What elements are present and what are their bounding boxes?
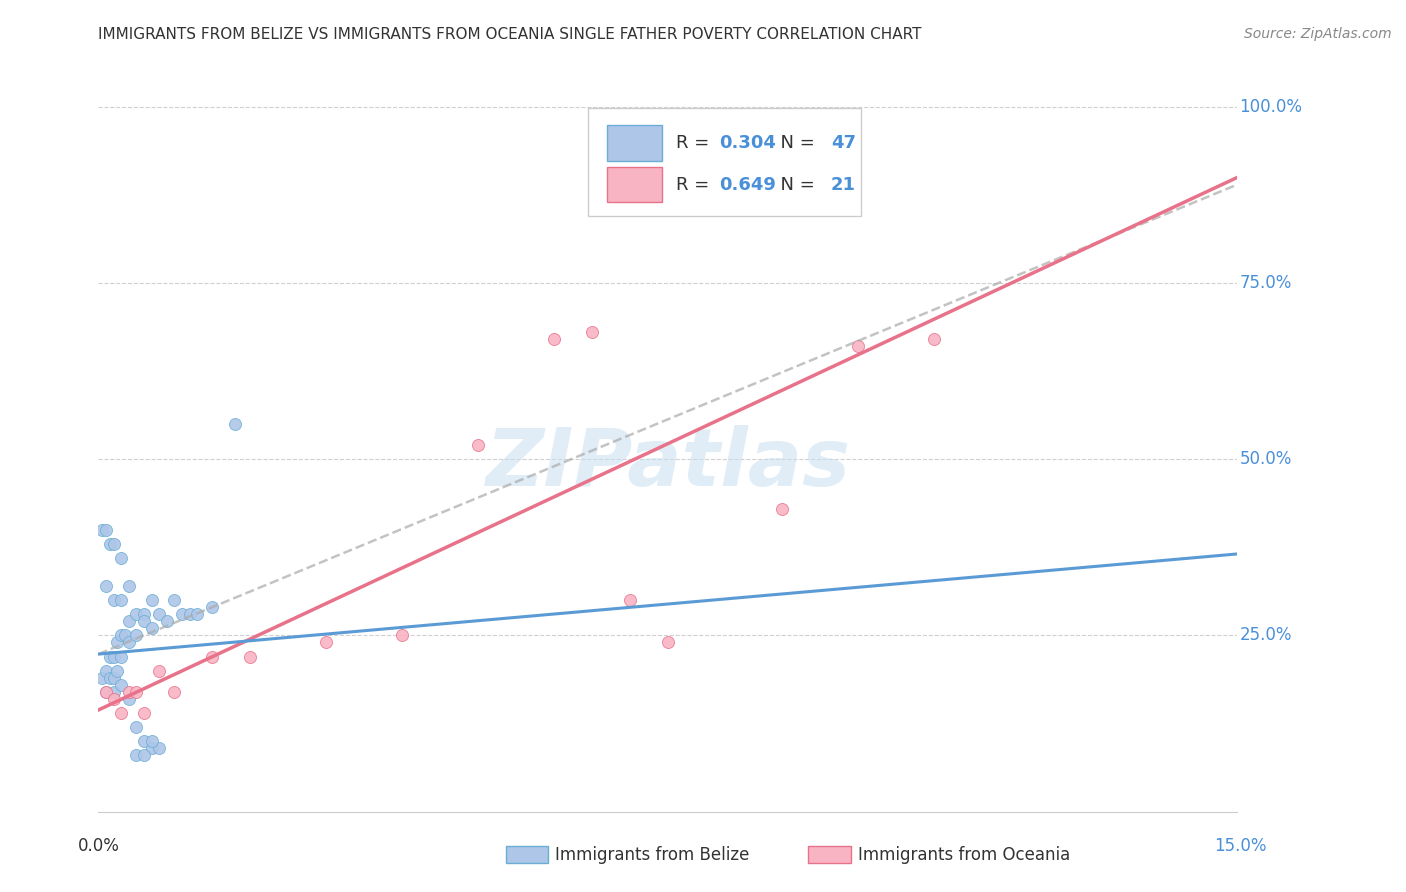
Point xyxy=(94,523,117,537)
Point xyxy=(132,734,155,748)
Text: ZIPatlas: ZIPatlas xyxy=(485,425,851,503)
Point xyxy=(94,685,117,699)
Point xyxy=(170,607,193,622)
Text: 15.0%: 15.0% xyxy=(1213,837,1267,855)
Text: Source: ZipAtlas.com: Source: ZipAtlas.com xyxy=(1244,27,1392,41)
Text: R =: R = xyxy=(676,134,714,153)
Text: 25.0%: 25.0% xyxy=(1240,626,1292,644)
Point xyxy=(132,607,155,622)
Point xyxy=(110,550,132,565)
Point xyxy=(98,649,121,664)
Point xyxy=(94,664,117,678)
Point xyxy=(103,537,125,551)
FancyBboxPatch shape xyxy=(588,109,862,216)
Point xyxy=(103,692,125,706)
Point xyxy=(141,734,163,748)
Point xyxy=(103,593,125,607)
Point xyxy=(922,332,945,346)
Point xyxy=(201,649,224,664)
Point xyxy=(103,671,125,685)
Text: Immigrants from Belize: Immigrants from Belize xyxy=(555,846,749,863)
Point xyxy=(110,593,132,607)
Text: N =: N = xyxy=(769,176,821,194)
Text: R =: R = xyxy=(676,176,714,194)
Point xyxy=(98,537,121,551)
Point xyxy=(118,579,141,593)
Point xyxy=(110,628,132,642)
Text: 47: 47 xyxy=(831,134,856,153)
Text: 0.649: 0.649 xyxy=(718,176,776,194)
Point xyxy=(141,741,163,756)
Point xyxy=(391,628,413,642)
Point xyxy=(125,607,148,622)
Point xyxy=(163,685,186,699)
Point xyxy=(581,325,603,339)
Point xyxy=(148,664,170,678)
Point xyxy=(239,649,262,664)
Text: 75.0%: 75.0% xyxy=(1240,274,1292,292)
Point xyxy=(846,339,869,353)
Point xyxy=(315,635,337,649)
Point xyxy=(91,523,114,537)
Point xyxy=(110,706,132,720)
Point xyxy=(201,600,224,615)
Point xyxy=(132,706,155,720)
Point xyxy=(657,635,679,649)
Point xyxy=(103,649,125,664)
Point xyxy=(103,685,125,699)
Point xyxy=(543,332,565,346)
FancyBboxPatch shape xyxy=(607,167,662,202)
Point xyxy=(114,628,136,642)
Point xyxy=(695,198,717,212)
Point xyxy=(132,615,155,629)
Point xyxy=(118,635,141,649)
Point xyxy=(125,628,148,642)
Point xyxy=(163,593,186,607)
Point xyxy=(156,615,179,629)
Point xyxy=(224,417,246,431)
Point xyxy=(619,593,641,607)
Point xyxy=(107,635,129,649)
Point xyxy=(179,607,201,622)
Point xyxy=(186,607,208,622)
Text: IMMIGRANTS FROM BELIZE VS IMMIGRANTS FROM OCEANIA SINGLE FATHER POVERTY CORRELAT: IMMIGRANTS FROM BELIZE VS IMMIGRANTS FRO… xyxy=(98,27,922,42)
Point xyxy=(770,501,793,516)
Point xyxy=(148,741,170,756)
Point xyxy=(125,720,148,734)
Point xyxy=(125,748,148,763)
Point xyxy=(98,671,121,685)
Point xyxy=(467,438,489,452)
Point xyxy=(94,685,117,699)
Point xyxy=(91,671,114,685)
Text: 21: 21 xyxy=(831,176,856,194)
Point xyxy=(110,678,132,692)
Point xyxy=(141,621,163,635)
Point xyxy=(118,692,141,706)
Point xyxy=(118,615,141,629)
Text: 0.304: 0.304 xyxy=(718,134,776,153)
Point xyxy=(125,685,148,699)
Point xyxy=(94,579,117,593)
Point xyxy=(110,649,132,664)
Text: 0.0%: 0.0% xyxy=(77,837,120,855)
Point xyxy=(132,748,155,763)
Text: 50.0%: 50.0% xyxy=(1240,450,1292,468)
Point xyxy=(107,664,129,678)
Point xyxy=(118,685,141,699)
FancyBboxPatch shape xyxy=(607,126,662,161)
Text: Immigrants from Oceania: Immigrants from Oceania xyxy=(858,846,1070,863)
Point xyxy=(148,607,170,622)
Text: 100.0%: 100.0% xyxy=(1240,97,1302,116)
Text: N =: N = xyxy=(769,134,821,153)
Point xyxy=(141,593,163,607)
